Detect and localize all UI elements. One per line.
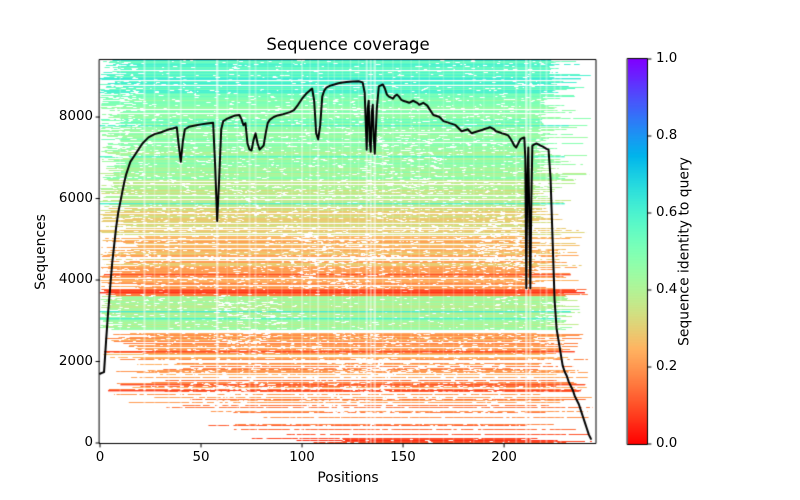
colorbar-tick-label: 0.8: [656, 128, 678, 143]
x-tick-label: 50: [192, 450, 210, 465]
y-tick-label: 4000: [58, 272, 93, 288]
x-tick-label: 0: [95, 450, 105, 465]
colorbar-tick-label: 0.6: [656, 205, 678, 220]
colorbar-label: Sequence identity to query: [676, 157, 693, 346]
x-axis-label: Positions: [317, 470, 379, 486]
y-tick-label: 2000: [58, 353, 93, 369]
x-tick-label: 200: [491, 450, 517, 465]
y-tick-label: 0: [84, 435, 93, 450]
colorbar-tick-label: 1.0: [656, 51, 678, 66]
y-axis-label: Sequences: [33, 214, 49, 290]
colorbar-tick-label: 0.0: [656, 436, 678, 451]
y-tick-label: 6000: [58, 190, 93, 206]
x-tick-label: 100: [289, 450, 315, 465]
y-tick-label: 8000: [58, 109, 93, 125]
colorbar-tick-label: 0.2: [656, 359, 678, 374]
plot-title: Sequence coverage: [266, 35, 430, 54]
x-tick-label: 150: [390, 450, 416, 465]
colorbar-tick-label: 0.4: [656, 282, 678, 297]
